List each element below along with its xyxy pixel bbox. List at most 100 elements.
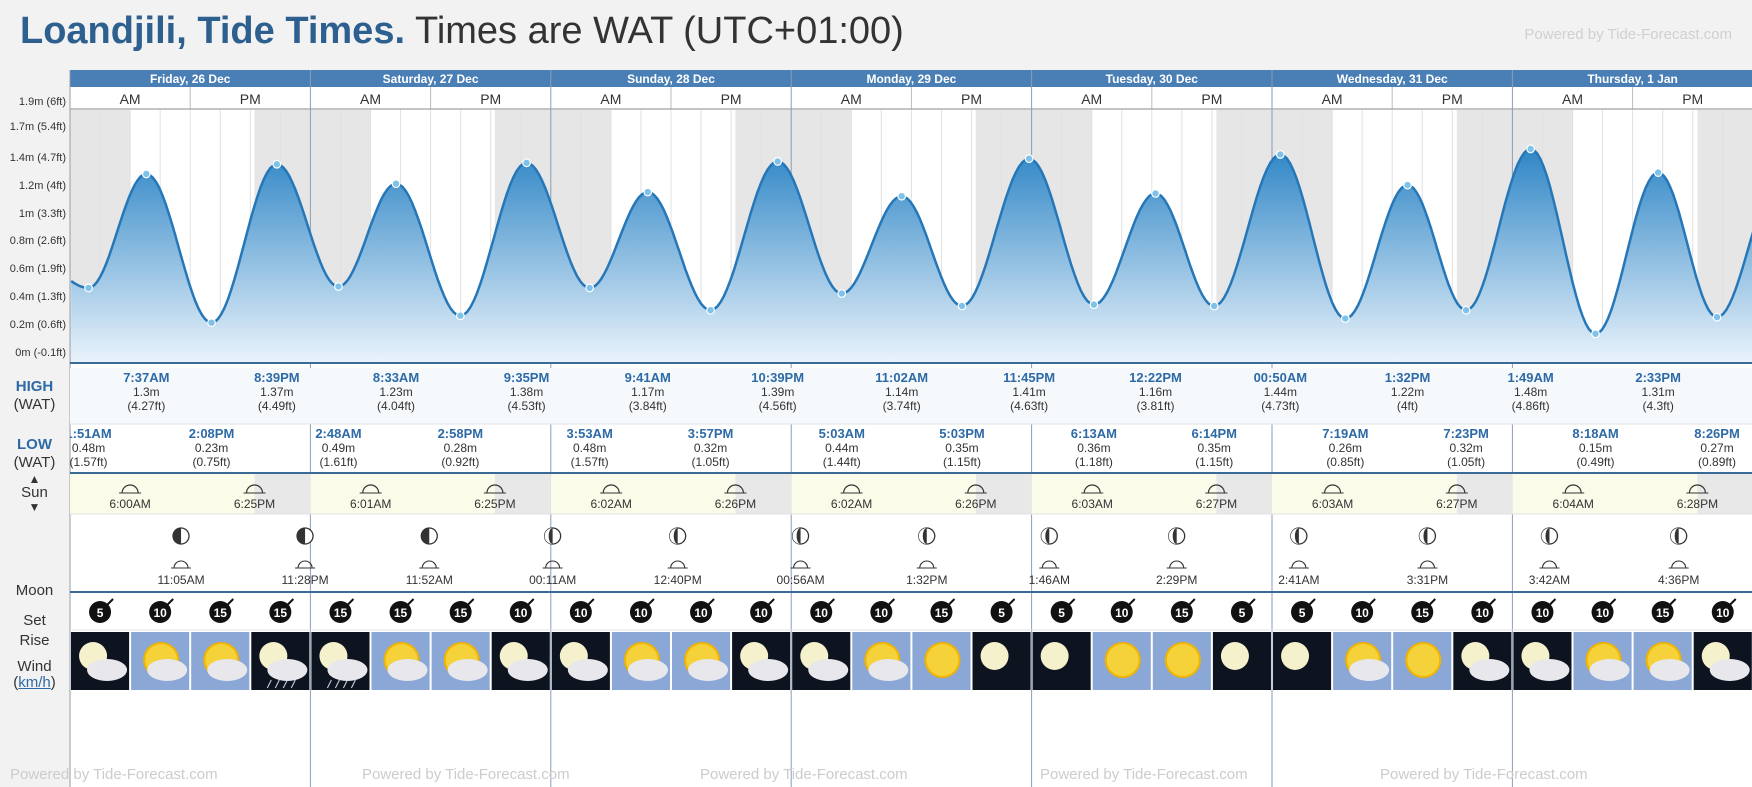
wind-arrow-icon [1050, 601, 1073, 623]
wind-arrow-tip [1487, 598, 1497, 607]
wind-arrow-tip [285, 598, 295, 607]
low-tide-point[interactable] [334, 282, 343, 291]
moon-phase-shade [1423, 528, 1428, 544]
low-tide-point[interactable] [1209, 301, 1219, 311]
moon-phase-shade [173, 528, 182, 544]
rain-glyph [290, 679, 296, 689]
low-tide-height-ft: (1.18ft) [1075, 455, 1113, 469]
low-tide-time: 3:57PM [688, 426, 734, 441]
sun-glyph [1405, 642, 1442, 678]
low-tide-point[interactable] [1461, 305, 1471, 315]
cloud-glyph [1349, 659, 1390, 681]
am-label: AM [1081, 91, 1102, 107]
low-tide-point[interactable] [957, 301, 967, 311]
low-tide-height-ft: (1.57ft) [571, 455, 609, 469]
moon-set-time: 2:41AM [1278, 573, 1319, 587]
low-tide-height: 0.35m [945, 441, 978, 455]
high-tide-point[interactable] [1024, 154, 1034, 164]
high-tide-height: 1.14m [885, 385, 918, 399]
day-label: Thursday, 1 Jan [1587, 72, 1677, 86]
wind-arrow-tip [1728, 598, 1737, 607]
moon-rise-time: 3:31PM [1407, 573, 1448, 587]
sun-toggle-down-icon[interactable]: ▼ [28, 500, 41, 514]
y-tick-label: 0.8m (2.6ft) [9, 235, 66, 248]
low-tide-point[interactable] [1340, 314, 1350, 323]
powered-by-top[interactable]: Powered by Tide-Forecast.com [1524, 26, 1732, 43]
high-tide-point[interactable] [897, 191, 907, 201]
powered-by-watermark: Powered by Tide-Forecast.com [1380, 766, 1588, 783]
timezone-text: Times are WAT (UTC+01:00) [415, 10, 904, 52]
wind-arrow-icon [269, 601, 292, 623]
sun-day-bg [1332, 474, 1457, 514]
high-tide-point[interactable] [1526, 144, 1536, 154]
wind-arrow-icon [1591, 601, 1614, 623]
low-tide-point[interactable] [455, 311, 465, 321]
wind-arrow-tip [586, 598, 595, 607]
high-tide-point[interactable] [1275, 150, 1285, 159]
low-tide-height: 0.48m [72, 441, 105, 455]
wind-arrow-tip [1247, 598, 1256, 607]
high-tide-point[interactable] [643, 187, 653, 197]
rain-glyph [350, 679, 356, 689]
sunrise-time: 6:04AM [1553, 497, 1594, 511]
high-tide-point[interactable] [1151, 189, 1160, 198]
moonrise-icon [1419, 560, 1435, 569]
cloud-glyph [1529, 659, 1570, 681]
sun-day-bg [611, 474, 736, 514]
low-tide-height-ft: (1.15ft) [943, 455, 981, 469]
high-tide-time: 9:35PM [504, 370, 550, 385]
low-tide-point[interactable] [84, 283, 93, 293]
set-row-label: Set [23, 612, 46, 629]
wind-arrow-tip [646, 598, 655, 607]
high-tide-height: 1.44m [1264, 385, 1297, 399]
cloud-glyph [267, 659, 308, 681]
low-tide-point[interactable] [837, 289, 847, 298]
low-tide-point[interactable] [207, 318, 216, 328]
cloud-glyph [387, 659, 428, 681]
sunrise-time: 6:00AM [109, 497, 150, 511]
low-tide-height-ft: (1.61ft) [319, 455, 357, 469]
low-tide-time: 8:26PM [1694, 426, 1740, 441]
high-tide-point[interactable] [1403, 180, 1412, 190]
wind-arrow-icon [990, 601, 1013, 623]
sunset-time: 6:27PM [1436, 497, 1477, 511]
high-tide-point[interactable] [272, 159, 282, 169]
sunset-icon [967, 484, 985, 494]
sun-day-bg [791, 474, 852, 514]
wind-speed: 5 [998, 606, 1005, 620]
wind-arrow-tip [225, 598, 234, 607]
sun-night-bg [1216, 474, 1272, 514]
wind-arrow-icon [449, 601, 472, 623]
low-tide-time: 6:14PM [1191, 426, 1237, 441]
high-tide-point[interactable] [141, 169, 151, 179]
wind-arrow-icon [1351, 601, 1374, 623]
sunset-icon [1448, 484, 1466, 494]
low-tide-point[interactable] [1089, 300, 1099, 310]
low-tide-height: 0.44m [825, 441, 858, 455]
low-tide-time: 5:03AM [819, 426, 865, 441]
wind-speed: 10 [1596, 606, 1610, 620]
wind-speed: 10 [574, 606, 588, 620]
sun-toggle-up-icon[interactable]: ▲ [28, 472, 41, 486]
wind-arrow-tip [345, 598, 355, 607]
wind-arrow-tip [1667, 598, 1677, 607]
high-tide-point[interactable] [391, 179, 401, 189]
moonset-icon [297, 560, 313, 569]
pm-label: PM [1442, 91, 1463, 107]
low-tide-point[interactable] [585, 283, 595, 293]
low-tide-point[interactable] [706, 305, 715, 315]
am-label: AM [841, 91, 862, 107]
high-tide-time: 2:33PM [1635, 370, 1681, 385]
wind-unit-link[interactable]: km/h [18, 674, 51, 691]
high-tide-point[interactable] [522, 158, 531, 168]
wind-speed: 10 [153, 606, 167, 620]
wind-speed: 15 [935, 606, 949, 620]
low-tide-point[interactable] [1712, 312, 1722, 322]
wind-speed: 15 [394, 606, 408, 620]
high-tide-point[interactable] [1653, 168, 1663, 177]
cloud-glyph [627, 659, 668, 681]
low-tide-point[interactable] [1591, 329, 1600, 339]
high-tide-point[interactable] [773, 157, 783, 166]
high-row-label: HIGH [15, 378, 54, 395]
wind-speed: 10 [634, 606, 648, 620]
